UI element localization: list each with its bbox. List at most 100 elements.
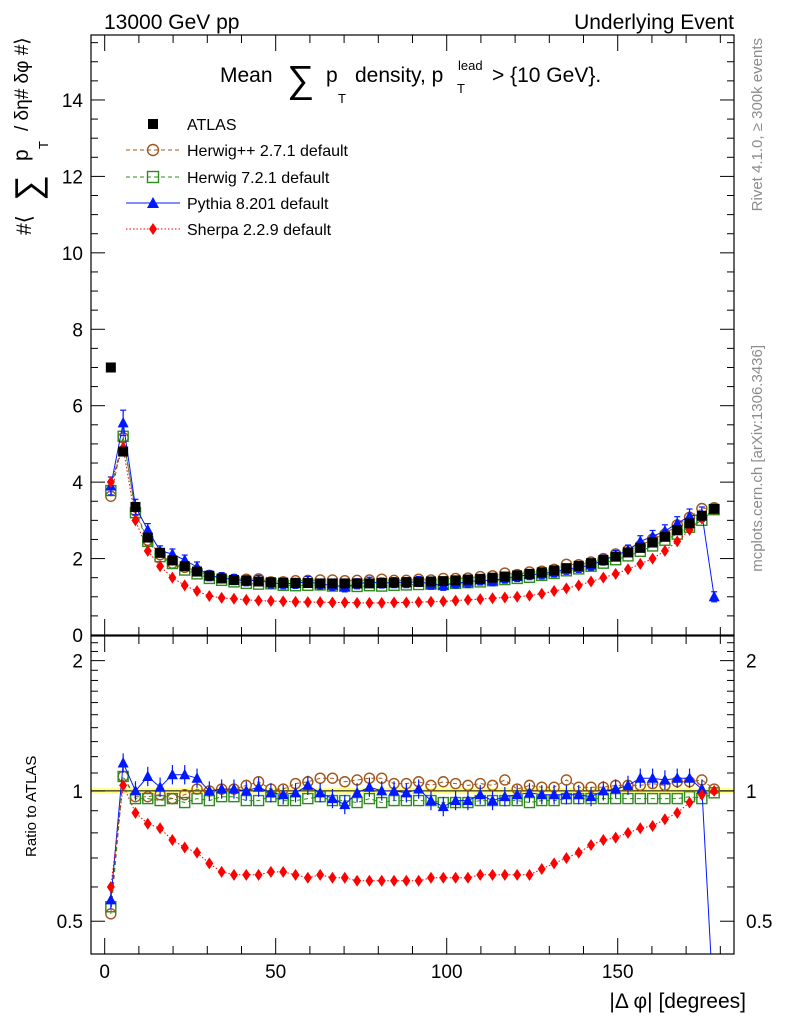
ratio-point-sherpa-2-2-9-default: [611, 831, 620, 844]
ratio-point-sherpa-2-2-9-default: [673, 806, 682, 819]
main-ytick-label: 0: [72, 626, 83, 647]
ratio-point-pythia-8-201-default: [314, 786, 326, 798]
point-sherpa-2-2-9-default: [316, 596, 325, 609]
point-atlas: [487, 572, 498, 583]
ratio-point-sherpa-2-2-9-default: [193, 846, 202, 859]
ratio-point-sherpa-2-2-9-default: [426, 871, 435, 884]
ratio-point-pythia-8-201-default: [179, 768, 191, 780]
title-sum-symbol: ∑: [287, 59, 314, 101]
series-atlas: [105, 362, 720, 589]
point-sherpa-2-2-9-default: [180, 579, 189, 592]
main-ytick-label: 14: [62, 91, 84, 112]
point-sherpa-2-2-9-default: [328, 596, 337, 609]
point-sherpa-2-2-9-default: [426, 595, 435, 608]
point-atlas: [216, 573, 227, 584]
xtick-label: 0: [99, 962, 110, 983]
point-sherpa-2-2-9-default: [537, 587, 546, 600]
ratio-point-pythia-8-201-default: [696, 783, 708, 794]
ratio-series-sherpa-2-2-9-default: [106, 779, 719, 893]
point-atlas: [499, 571, 510, 582]
ratio-point-sherpa-2-2-9-default: [291, 868, 300, 881]
ratio-point-sherpa-2-2-9-default: [106, 880, 115, 893]
ratio-point-sherpa-2-2-9-default: [660, 813, 669, 826]
point-atlas: [536, 567, 547, 578]
ratio-point-sherpa-2-2-9-default: [131, 806, 140, 819]
ratio-point-sherpa-2-2-9-default: [550, 857, 559, 870]
point-sherpa-2-2-9-default: [106, 476, 115, 489]
point-sherpa-2-2-9-default: [168, 571, 177, 584]
ratio-point-pythia-8-201-default: [511, 788, 523, 800]
ratio-point-pythia-8-201-default: [240, 784, 252, 796]
ratio-point-sherpa-2-2-9-default: [180, 841, 189, 854]
ratio-point-sherpa-2-2-9-default: [365, 874, 374, 887]
point-sherpa-2-2-9-default: [229, 592, 238, 605]
line-herwig-7-2-1-default: [110, 436, 715, 588]
ratio-point-sherpa-2-2-9-default: [402, 874, 411, 887]
point-atlas: [290, 578, 301, 589]
point-sherpa-2-2-9-default: [353, 596, 362, 609]
ratio-point-herwig-7-2-1-default: [154, 794, 166, 807]
point-sherpa-2-2-9-default: [673, 535, 682, 548]
ratio-point-pythia-8-201-default: [610, 783, 622, 794]
ylabel-T-sub: T: [36, 141, 51, 149]
ratio-point-pythia-8-201-default: [191, 772, 203, 783]
point-sherpa-2-2-9-default: [574, 579, 583, 592]
title-lead-sup: lead: [458, 58, 483, 73]
ratio-point-pythia-8-201-default: [228, 783, 240, 794]
point-atlas: [389, 577, 400, 588]
ratio-point-herwig-2-7-1-default: [179, 789, 191, 801]
legend-marker-atlas: [148, 119, 158, 129]
point-atlas: [118, 446, 129, 457]
ratio-point-pythia-8-201-default: [622, 779, 634, 790]
legend-marker-pythia: [147, 197, 159, 208]
point-atlas: [610, 551, 621, 562]
legend-entry-herwig7: Herwig 7.2.1 default: [126, 170, 330, 187]
title-p: p: [326, 64, 338, 87]
ratio-point-pythia-8-201-default: [166, 768, 178, 780]
point-atlas: [364, 578, 375, 589]
point-atlas: [142, 532, 153, 543]
ratio-point-pythia-8-201-default: [117, 757, 129, 768]
ratio-point-pythia-8-201-default: [154, 781, 166, 792]
main-frame: [90, 34, 735, 636]
ratio-point-sherpa-2-2-9-default: [353, 874, 362, 887]
ratio-point-sherpa-2-2-9-default: [279, 865, 288, 878]
point-atlas: [684, 518, 695, 529]
ratio-point-sherpa-2-2-9-default: [574, 846, 583, 859]
legend-label-atlas: ATLAS: [187, 117, 237, 134]
legend-label-pythia: Pythia 8.201 default: [187, 196, 329, 213]
ratio-point-sherpa-2-2-9-default: [476, 868, 485, 881]
point-atlas: [635, 542, 646, 553]
ratio-point-sherpa-2-2-9-default: [217, 865, 226, 878]
ratio-point-pythia-8-201-default: [548, 788, 560, 800]
point-atlas: [302, 578, 313, 589]
point-atlas: [475, 573, 486, 584]
ratio-line-herwig-2-7-1-default: [110, 774, 715, 914]
main-ytick-label: 10: [62, 244, 83, 265]
point-atlas: [192, 566, 203, 577]
ratio-point-pythia-8-201-default: [326, 792, 338, 804]
ratio-point-pythia-8-201-default: [597, 784, 609, 796]
legend-marker-herwigpp: [146, 143, 160, 157]
ratio-point-pythia-8-201-default: [474, 788, 486, 800]
point-atlas: [376, 578, 387, 589]
ratio-point-sherpa-2-2-9-default: [599, 834, 608, 847]
ratio-point-herwig-2-7-1-default: [437, 776, 449, 788]
point-atlas: [573, 560, 584, 571]
ratio-point-sherpa-2-2-9-default: [242, 868, 251, 881]
point-sherpa-2-2-9-default: [562, 582, 571, 595]
point-atlas: [105, 362, 116, 373]
point-sherpa-2-2-9-default: [648, 552, 657, 565]
ratio-point-pythia-8-201-default: [671, 772, 683, 783]
point-sherpa-2-2-9-default: [390, 596, 399, 609]
point-sherpa-2-2-9-default: [205, 590, 214, 603]
ratio-ytick-label-right: 1: [746, 782, 757, 803]
point-sherpa-2-2-9-default: [414, 596, 423, 609]
point-sherpa-2-2-9-default: [254, 594, 263, 607]
ratio-point-herwig-2-7-1-default: [486, 779, 499, 792]
ratio-point-sherpa-2-2-9-default: [168, 834, 177, 847]
ratio-point-pythia-8-201-default: [437, 800, 449, 812]
ratio-point-pythia-8-201-default: [560, 788, 572, 800]
main-y-axis-title: #⟨ ∑ p T / δη# δφ #⟩: [7, 37, 51, 235]
ratio-y-axis-title: Ratio to ATLAS: [23, 756, 40, 857]
